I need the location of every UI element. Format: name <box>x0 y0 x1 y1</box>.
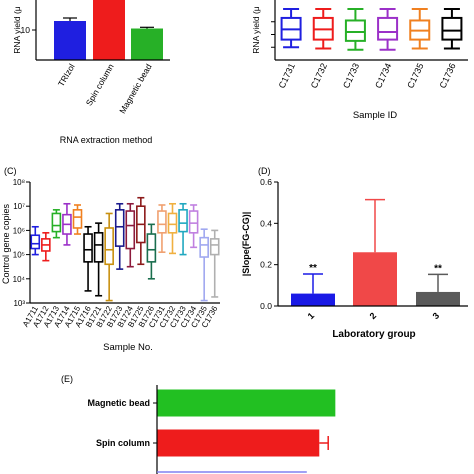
box-c-12 <box>157 210 167 234</box>
significance-d-2: ** <box>434 263 442 274</box>
box-c-17 <box>209 238 220 256</box>
box-c-9 <box>125 210 136 250</box>
bar-a-1 <box>93 0 125 60</box>
bar-d-0 <box>291 293 335 306</box>
box-c-15 <box>188 210 199 234</box>
ytick-label-c-3: 10⁶ <box>13 226 25 235</box>
box-c-5 <box>83 233 93 263</box>
box-c-13 <box>167 212 178 234</box>
xtick-label-a-1: Spin column <box>84 62 116 108</box>
box-c-7 <box>104 227 114 266</box>
bar-a-2 <box>131 28 163 60</box>
xtick-label-d-1: 2 <box>368 311 379 322</box>
panel-b: C1731 C1732 C1733 C1734 C1735 C1736 RNA yield … <box>251 0 468 121</box>
xtick-label-d-2: 3 <box>431 311 442 322</box>
xtick-label-b-4: C1735 <box>405 62 425 90</box>
ytick-label-c-4: 10⁷ <box>13 202 25 211</box>
x-axis-label-a: RNA extraction method <box>60 135 153 145</box>
ytick-label-d-1: 0.2 <box>260 260 272 270</box>
y-axis-label-c: Control gene copies <box>1 203 11 284</box>
panel-d: (D) ** 1 2 ** 3 0.0 0.2 0.4 0.6 |Slope(FG-CG)| Labo… <box>241 166 468 340</box>
box-c-11 <box>146 233 157 263</box>
ytick-label-c-2: 10⁵ <box>13 251 25 260</box>
ytick-label-d-2: 0.4 <box>260 218 272 228</box>
box-b-5 <box>441 16 463 41</box>
box-c-0 <box>30 234 41 250</box>
panel-c: (C)A1711A1712A1713A1714A1715A1716B1721B1… <box>1 166 220 353</box>
ytick-label-c-0: 10³ <box>13 299 25 308</box>
box-c-14 <box>178 209 188 233</box>
xtick-label-d-0: 1 <box>306 311 317 322</box>
ytick-label-c-1: 10⁴ <box>13 275 26 284</box>
xtick-label-b-0: C1731 <box>277 62 297 90</box>
y-axis-label-d: |Slope(FG-CG)| <box>241 212 251 277</box>
box-c-4 <box>72 209 83 229</box>
box-b-2 <box>344 19 366 42</box>
box-c-6 <box>93 232 104 263</box>
bar-e-1 <box>157 429 320 457</box>
xtick-label-b-2: C1733 <box>341 62 361 90</box>
xtick-label-a-2: Magnetic bead <box>117 62 154 116</box>
y-axis-label-a: RNA yield (μ <box>12 6 22 54</box>
y-axis-label-b: RNA yield (μ <box>251 6 261 54</box>
panel-label-d: (D) <box>258 166 271 176</box>
box-b-3 <box>377 16 399 41</box>
x-axis-label-d: Laboratory group <box>332 329 415 340</box>
ytick-label-a-0: 10 <box>21 25 31 35</box>
ytick-label-e-0: Magnetic bead <box>87 398 150 408</box>
bar-e-0 <box>157 389 336 417</box>
box-c-8 <box>114 209 125 247</box>
bar-a-0 <box>54 21 86 60</box>
box-c-16 <box>199 236 209 258</box>
xtick-label-b-5: C1736 <box>437 62 457 90</box>
ytick-label-d-3: 0.6 <box>260 177 272 187</box>
panel-label-e: (E) <box>61 374 73 384</box>
xtick-label-b-3: C1734 <box>373 62 393 90</box>
significance-d-0: ** <box>309 263 317 274</box>
bar-d-1 <box>353 252 397 306</box>
x-axis-label-c: Sample No. <box>103 342 153 353</box>
panel-label-c: (C) <box>4 166 17 176</box>
ytick-label-c-5: 10⁸ <box>13 178 25 187</box>
xtick-label-a-0: TRIzol <box>56 62 77 88</box>
bar-d-2 <box>416 291 460 306</box>
ytick-label-d-0: 0.0 <box>260 301 272 311</box>
panel-e: (E) Magnetic bead Spin column <box>61 374 336 474</box>
x-axis-label-b: Sample ID <box>353 110 397 121</box>
xtick-label-b-1: C1732 <box>309 62 329 90</box>
ytick-label-e-1: Spin column <box>96 438 150 448</box>
box-c-2 <box>51 212 62 233</box>
